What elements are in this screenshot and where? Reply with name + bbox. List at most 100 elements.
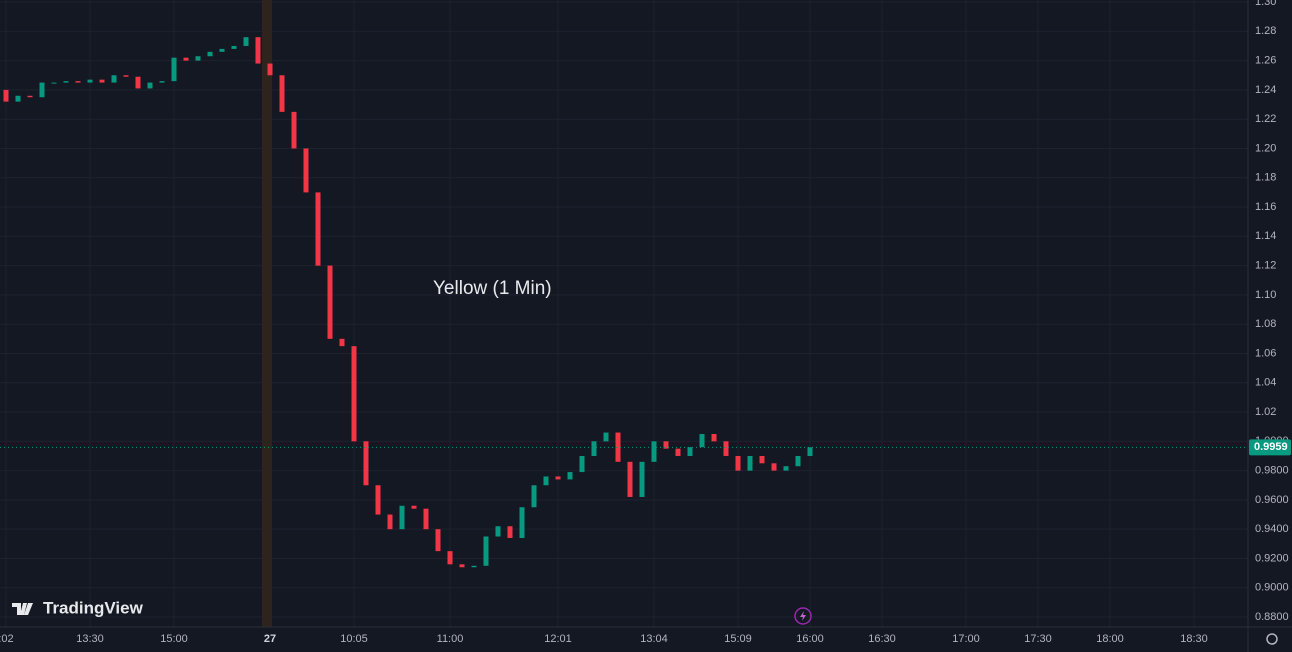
candle: [735, 455, 741, 471]
y-tick-label: 1.20: [1255, 142, 1276, 154]
candle: [87, 79, 93, 83]
candle: [255, 37, 261, 64]
candle: [123, 75, 129, 77]
y-tick-label: 1.18: [1255, 172, 1276, 184]
candle: [267, 63, 273, 76]
y-tick-label: 0.8800: [1255, 611, 1289, 623]
candle: [519, 507, 525, 538]
lightning-icon[interactable]: [794, 607, 812, 625]
candle: [243, 37, 249, 46]
candle: [795, 455, 801, 467]
x-tick-label: 11:00: [437, 633, 464, 645]
y-tick-label: 0.9000: [1255, 582, 1289, 594]
y-tick-label: 0.9400: [1255, 523, 1289, 535]
candle: [675, 448, 681, 456]
candle: [471, 565, 477, 568]
annotation: Yellow (1 Min): [433, 278, 552, 299]
candle: [567, 472, 573, 480]
y-tick-label: 0.9600: [1255, 494, 1289, 506]
candle: [423, 508, 429, 530]
candle: [759, 455, 765, 464]
candle: [183, 57, 189, 61]
candle: [495, 526, 501, 537]
candle: [375, 485, 381, 515]
candle: [483, 536, 489, 566]
candle: [639, 461, 645, 497]
lightning-glyph: [800, 611, 806, 621]
candle: [399, 505, 405, 530]
y-tick-label: 1.14: [1255, 230, 1276, 242]
candle: [435, 529, 441, 552]
x-tick-label: 27: [264, 633, 276, 645]
candle: [651, 441, 657, 462]
candle: [411, 505, 417, 509]
y-tick-label: 1.12: [1255, 260, 1276, 272]
candle: [807, 447, 813, 456]
candle: [195, 56, 201, 61]
candle: [543, 476, 549, 486]
x-tick-label: 13:30: [76, 633, 104, 645]
candle: [327, 265, 333, 339]
candle: [339, 338, 345, 347]
candle: [51, 82, 57, 84]
candle: [219, 48, 225, 52]
candle: [387, 514, 393, 530]
candle: [591, 441, 597, 456]
candle: [27, 95, 33, 98]
y-tick-label: 1.30: [1255, 0, 1276, 8]
y-tick-label: 1.16: [1255, 201, 1276, 213]
brand: TradingView: [43, 598, 144, 617]
y-tick-label: 1.28: [1255, 25, 1276, 37]
candle: [75, 81, 81, 83]
x-tick-label: :02: [0, 633, 14, 645]
x-tick-label: 16:00: [796, 633, 824, 645]
candle: [3, 89, 9, 102]
candle: [507, 526, 513, 538]
y-tick-label: 0.9800: [1255, 465, 1289, 477]
candle: [99, 79, 105, 83]
x-tick-label: 12:01: [544, 633, 572, 645]
candle: [63, 81, 69, 83]
candle: [555, 476, 561, 480]
candle: [207, 51, 213, 57]
x-tick-label: 17:00: [952, 633, 980, 645]
x-tick-label: 16:30: [868, 633, 896, 645]
last-price-label: 0.9959: [1254, 441, 1288, 453]
candle: [459, 564, 465, 568]
candle: [171, 57, 177, 82]
x-tick-label: 10:05: [340, 633, 368, 645]
candle: [711, 434, 717, 442]
last-price-tag: [1249, 439, 1291, 456]
candle: [15, 95, 21, 102]
candle: [135, 76, 141, 89]
x-tick-label: 18:00: [1096, 633, 1124, 645]
candle: [363, 441, 369, 486]
candle: [159, 81, 165, 83]
y-tick-label: 0.9200: [1255, 552, 1289, 564]
candle: [663, 441, 669, 449]
settings-button[interactable]: [1266, 633, 1278, 645]
candle: [315, 192, 321, 266]
candle: [111, 75, 117, 83]
brand-logo: TradingView: [12, 598, 144, 617]
candle: [747, 455, 753, 471]
x-tick-label: 15:09: [724, 633, 752, 645]
candle: [627, 461, 633, 497]
candle: [783, 466, 789, 471]
x-tick-label: 15:00: [160, 633, 188, 645]
y-tick-label: 1.22: [1255, 113, 1276, 125]
x-tick-label: 18:30: [1180, 633, 1208, 645]
candle: [291, 111, 297, 149]
y-tick-label: 1.04: [1255, 377, 1276, 389]
candle: [615, 432, 621, 462]
y-tick-label: 1.06: [1255, 347, 1276, 359]
candle: [279, 75, 285, 112]
y-tick-label: 1.10: [1255, 289, 1276, 301]
candle: [447, 551, 453, 565]
candle: [147, 82, 153, 89]
candle: [351, 346, 357, 442]
y-tick-label: 1.24: [1255, 84, 1276, 96]
